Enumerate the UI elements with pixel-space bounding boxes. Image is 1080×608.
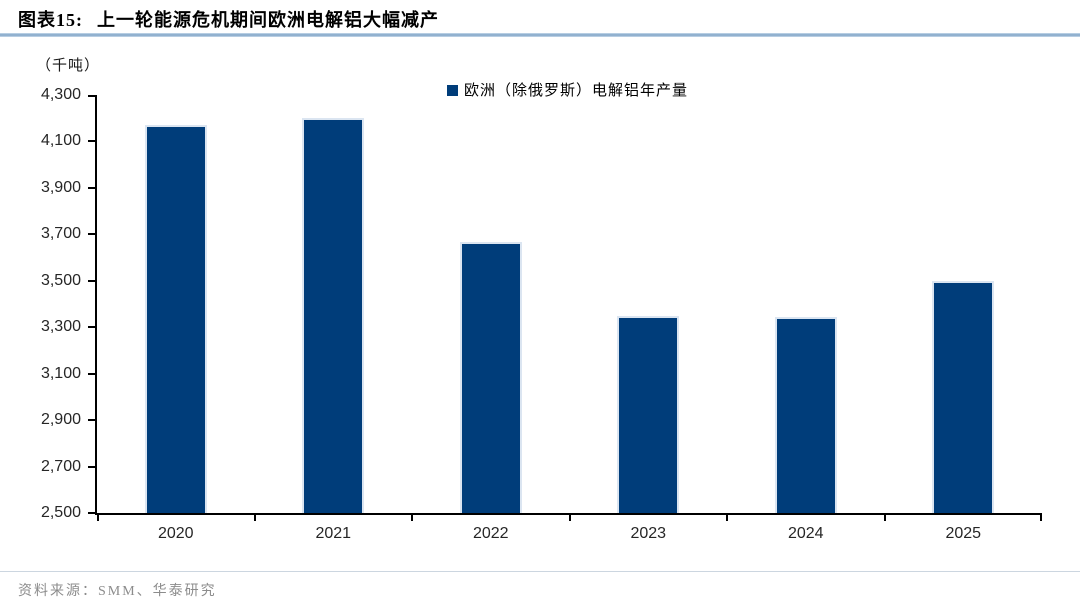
y-tick-mark xyxy=(88,465,95,468)
x-tick-label: 2024 xyxy=(787,525,824,542)
bar-2024 xyxy=(774,316,837,513)
y-tick-label: 3,100 xyxy=(40,364,81,382)
y-tick-label: 4,300 xyxy=(40,86,81,103)
title-divider-line xyxy=(0,33,1080,37)
y-tick-label: 4,100 xyxy=(40,132,81,150)
y-tick-mark xyxy=(88,140,95,143)
figure-title-row: 图表15: 上一轮能源危机期间欧洲电解铝大幅减产 xyxy=(18,6,439,32)
y-tick-mark xyxy=(88,95,95,97)
y-tick-mark xyxy=(88,279,95,282)
x-tick-label: 2023 xyxy=(630,525,667,542)
x-tick-mark xyxy=(97,513,99,521)
y-tick-label: 2,900 xyxy=(40,411,81,429)
y-tick-mark xyxy=(88,419,95,422)
x-tick-label: 2020 xyxy=(157,525,194,542)
bar-2025 xyxy=(932,280,995,513)
y-axis-unit-label: （千吨） xyxy=(36,58,101,74)
figure-title: 上一轮能源危机期间欧洲电解铝大幅减产 xyxy=(97,10,439,30)
figure-number-label: 图表15: xyxy=(18,10,83,30)
y-tick-mark xyxy=(88,233,95,236)
source-note: 资料来源：SMM、华泰研究 xyxy=(18,584,217,599)
x-tick-mark xyxy=(883,513,886,521)
footer-divider-line xyxy=(0,571,1080,572)
y-tick-label: 3,500 xyxy=(40,271,81,289)
bar-2020 xyxy=(144,125,207,513)
y-tick-label: 3,300 xyxy=(40,318,81,336)
x-tick-mark xyxy=(411,513,413,521)
y-tick-label: 2,700 xyxy=(40,457,81,475)
y-tick-mark xyxy=(88,512,95,514)
x-tick-label: 2025 xyxy=(945,525,982,542)
y-tick-mark xyxy=(88,372,95,375)
x-tick-mark xyxy=(1040,513,1042,521)
legend-swatch-icon xyxy=(446,85,458,96)
plot-area: 4,300 4,100 3,900 3,700 3,500 3,300 3,100 2,900… xyxy=(41,86,1042,542)
y-tick-label: 2,500 xyxy=(40,504,81,521)
x-tick-mark xyxy=(253,513,256,521)
x-tick-mark xyxy=(726,513,728,521)
bar-2021 xyxy=(302,118,365,513)
x-tick-mark xyxy=(568,513,571,521)
legend-series-label: 欧洲（除俄罗斯）电解铝年产量 xyxy=(463,83,688,99)
bar-2022 xyxy=(459,242,522,513)
x-tick-label: 2022 xyxy=(472,525,509,542)
x-tick-label: 2021 xyxy=(315,525,352,542)
bar-2023 xyxy=(617,315,680,513)
y-tick-mark xyxy=(88,326,95,329)
chart-legend: 欧洲（除俄罗斯）电解铝年产量 xyxy=(95,79,1040,100)
y-tick-label: 3,900 xyxy=(40,178,81,196)
y-tick-mark xyxy=(88,186,95,189)
y-tick-label: 3,700 xyxy=(40,225,81,243)
